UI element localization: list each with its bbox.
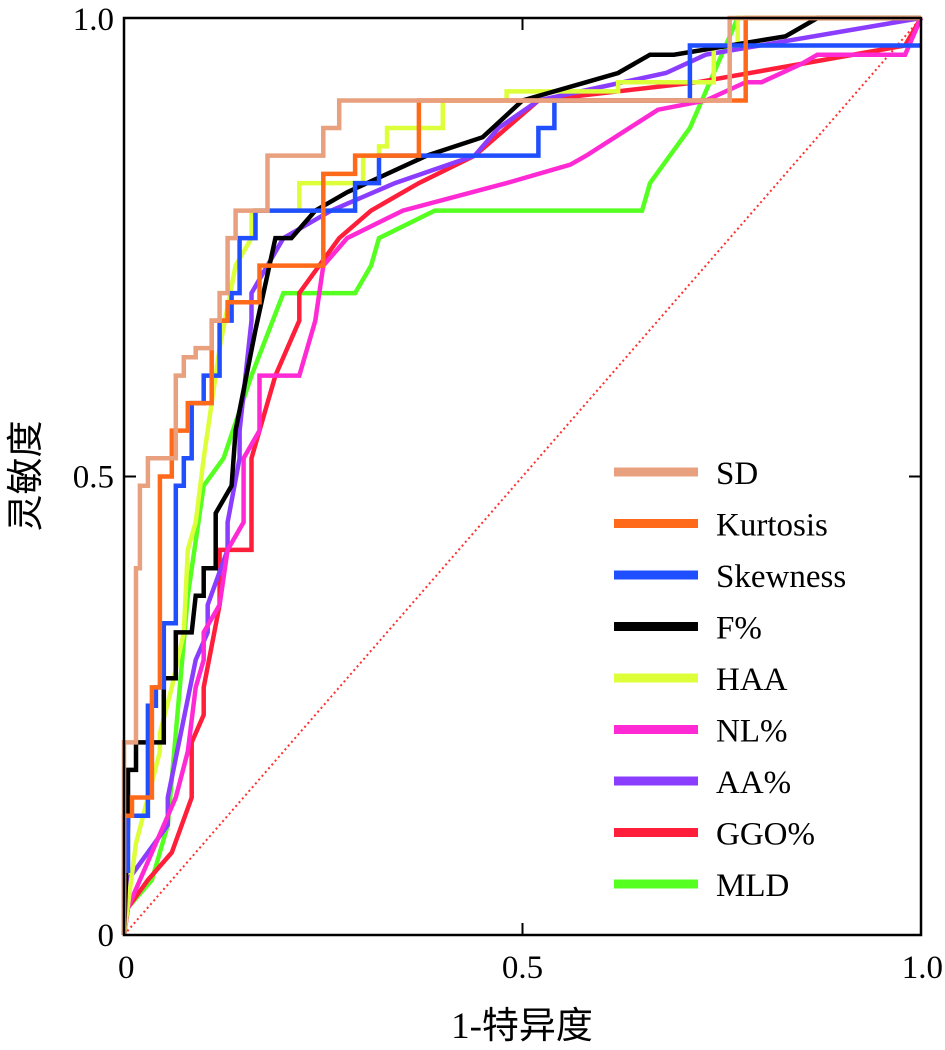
series-line-f-pct — [121, 15, 921, 936]
legend-label: SD — [716, 456, 758, 492]
y-tick-label: 1.0 — [73, 2, 114, 38]
legend: SD Kurtosis Skewness F% HAA NL% AA% GGO% MLD — [614, 456, 846, 904]
series-layer — [121, 15, 924, 936]
y-tick-label: 0.5 — [73, 460, 114, 496]
x-tick-label: 0 — [118, 950, 135, 986]
legend-label: NL% — [716, 714, 787, 750]
legend-label: AA% — [716, 765, 791, 801]
legend-label: MLD — [716, 868, 789, 904]
series-line-ggo-pct — [121, 16, 923, 936]
legend-item-nl-pct: NL% — [614, 714, 787, 750]
x-axis-label: 1-特异度 — [451, 1005, 593, 1047]
series-line-nl-pct — [121, 17, 924, 936]
x-tick-label: 1.0 — [902, 950, 943, 986]
series-line-sd — [121, 15, 921, 935]
legend-label: HAA — [716, 662, 788, 698]
series-line-aa-pct — [121, 15, 922, 936]
legend-label: F% — [716, 611, 762, 647]
legend-item-kurtosis: Kurtosis — [614, 508, 828, 544]
y-tick-label: 0 — [98, 918, 115, 954]
legend-label: GGO% — [716, 817, 815, 853]
legend-item-haa: HAA — [614, 662, 788, 698]
legend-item-ggo-pct: GGO% — [614, 817, 815, 853]
legend-item-f-pct: F% — [614, 611, 762, 647]
legend-item-aa-pct: AA% — [614, 765, 791, 801]
legend-item-skewness: Skewness — [614, 559, 846, 595]
y-axis-label: 灵敏度 — [5, 421, 47, 532]
axis-layer: 0 0.5 1.0 0 0.5 1.0 — [73, 2, 943, 986]
legend-item-sd: SD — [614, 456, 758, 492]
legend-label: Kurtosis — [716, 508, 828, 544]
x-tick-label: 0.5 — [502, 950, 543, 986]
legend-item-mld: MLD — [614, 868, 789, 904]
legend-label: Skewness — [716, 559, 846, 595]
